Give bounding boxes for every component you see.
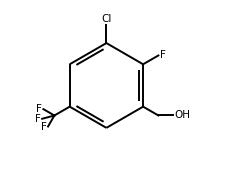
Text: OH: OH <box>174 111 190 121</box>
Text: F: F <box>35 114 41 124</box>
Text: Cl: Cl <box>101 14 112 24</box>
Text: F: F <box>36 104 42 114</box>
Text: F: F <box>41 122 47 132</box>
Text: F: F <box>160 50 166 60</box>
